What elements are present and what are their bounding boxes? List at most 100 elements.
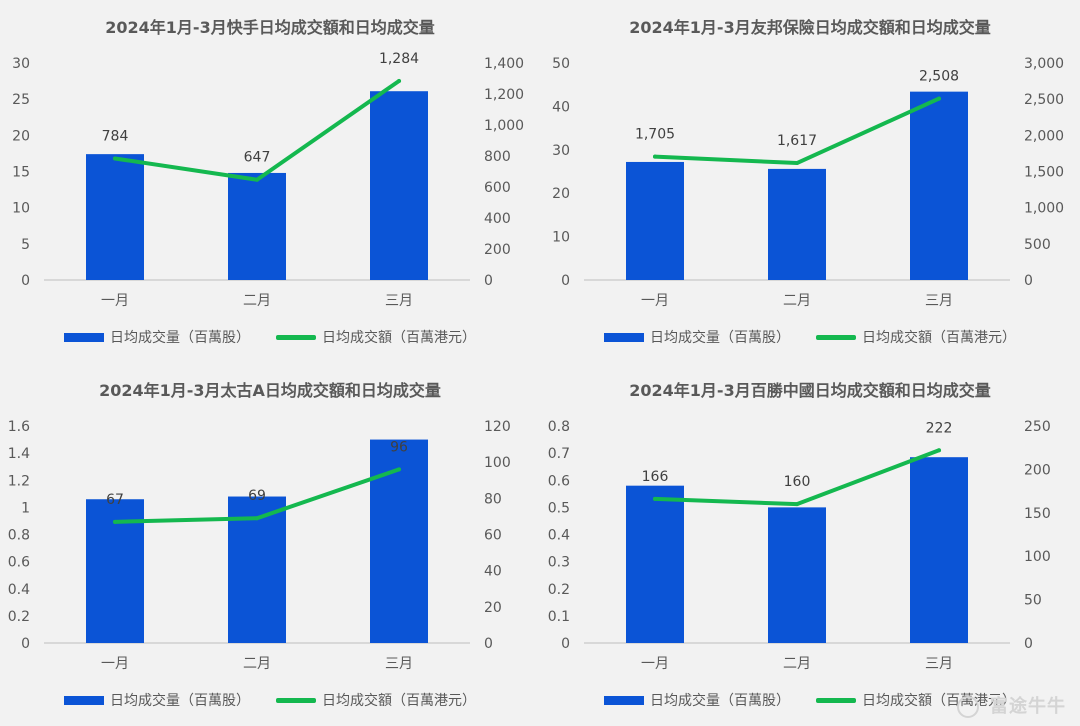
y-right-tick-label: 2,000 [1024,128,1064,144]
y-right-tick-label: 40 [484,564,502,580]
bar-mark [910,457,968,643]
y-right-tick-label: 0 [1024,636,1033,652]
legend-line-swatch [276,334,316,340]
y-left-tick-label: 1.6 [8,419,30,435]
chart-panel-aia: 2024年1月-3月友邦保險日均成交額和日均成交量 0 10 20 30 40 50 0 50… [540,0,1080,363]
y-right-tick-label: 1,000 [484,118,524,134]
bar-mark [228,496,286,643]
chart-panel-swire: 2024年1月-3月太古A日均成交額和日均成交量 0 0.2 0.4 0.6 0.8 1 1… [0,363,540,726]
legend-line-swatch [816,334,856,340]
bar-mark [86,154,144,280]
legend-label: 日均成交額（百萬港元） [322,693,476,709]
y-right-tick-label: 0 [1024,273,1033,289]
y-left-tick-label: 30 [552,143,570,159]
y-left-tick-label: 0.2 [548,582,570,598]
y-right-tick-label: 500 [1024,237,1051,253]
y-right-tick-label: 200 [1024,462,1051,478]
x-tick-label: 一月 [101,656,129,672]
legend-item-volume: 日均成交量（百萬股） [604,327,790,347]
y-left-tick-label: 20 [552,186,570,202]
y-left-tick-label: 0.7 [548,446,570,462]
legend-bar-swatch [64,695,104,705]
data-label: 67 [106,492,124,508]
legend-item-turnover: 日均成交額（百萬港元） [276,690,476,710]
chart-legend: 日均成交量（百萬股） 日均成交額（百萬港元） [0,327,540,347]
legend-label: 日均成交量（百萬股） [650,693,790,709]
y-right-tick-label: 0 [484,636,493,652]
line-series [653,96,941,166]
y-left-tick-label: 5 [21,237,30,253]
y-right-tick-label: 1,000 [1024,201,1064,217]
data-label: 69 [248,488,266,504]
x-tick-label: 三月 [385,293,413,309]
line-point [653,154,657,159]
data-label: 166 [642,469,669,485]
data-label: 222 [926,420,953,436]
y-right-tick-label: 80 [484,491,502,507]
chart-legend: 日均成交量（百萬股） 日均成交額（百萬港元） [0,690,540,710]
y-left-tick-label: 0.8 [8,528,30,544]
data-label: 2,508 [919,69,959,85]
chart-title: 2024年1月-3月快手日均成交額和日均成交量 [105,18,435,37]
x-tick-label: 二月 [243,656,271,672]
line-point [795,502,799,507]
line-point [113,519,117,524]
y-left-tick-label: 0.4 [8,582,30,598]
data-label: 784 [102,128,129,144]
bar-mark [626,485,684,643]
data-label: 96 [390,439,408,455]
data-label: 647 [244,150,271,166]
y-left-tick-label: 10 [552,230,570,246]
y-right-tick-label: 1,500 [1024,165,1064,181]
y-right-tick-label: 800 [484,149,511,165]
chart-panel-kuaishou: 2024年1月-3月快手日均成交額和日均成交量 0 5 10 15 20 25 30 0 200… [0,0,540,363]
y-right-tick-label: 50 [1024,593,1042,609]
y-left-tick-label: 1.4 [8,446,30,462]
watermark-text: 富途牛牛 [990,696,1066,717]
x-tick-label: 三月 [925,293,953,309]
legend-label: 日均成交額（百萬港元） [322,330,476,346]
y-left-tick-label: 0 [21,273,30,289]
y-left-tick-label: 15 [12,165,30,181]
y-left-tick-label: 0.2 [8,609,30,625]
data-label: 1,617 [777,133,817,149]
x-tick-label: 一月 [101,293,129,309]
line-point [397,467,401,472]
chart-title: 2024年1月-3月百勝中國日均成交額和日均成交量 [629,381,991,400]
line-point [937,448,941,453]
y-right-tick-label: 1,400 [484,56,524,72]
x-tick-label: 二月 [783,656,811,672]
legend-line-swatch [816,697,856,703]
legend-item-turnover: 日均成交額（百萬港元） [276,327,476,347]
chart-legend: 日均成交量（百萬股） 日均成交額（百萬港元） [540,327,1080,347]
y-left-tick-label: 1 [21,500,30,516]
y-left-tick-label: 20 [12,128,30,144]
legend-item-volume: 日均成交量（百萬股） [64,690,250,710]
data-label: 1,705 [635,127,675,143]
y-right-tick-label: 2,500 [1024,92,1064,108]
y-left-tick-label: 0.5 [548,500,570,516]
bar-mark [768,507,826,643]
x-tick-label: 二月 [243,293,271,309]
data-label: 1,284 [379,51,419,67]
y-left-tick-label: 0 [21,636,30,652]
line-point [937,96,941,101]
y-right-tick-label: 3,000 [1024,56,1064,72]
y-right-tick-label: 100 [1024,549,1051,565]
bar-mark [370,91,428,281]
bar-mark [910,91,968,280]
chart-svg: 0 5 10 15 20 25 30 0 200 400 600 800 1,000 1,200 1,400… [12,51,524,309]
legend-bar-swatch [604,332,644,342]
legend-item-volume: 日均成交量（百萬股） [64,327,250,347]
chart-panel-yum-china: 2024年1月-3月百勝中國日均成交額和日均成交量 0 0.1 0.2 0.3 0.4 0… [540,363,1080,726]
y-right-tick-label: 1,200 [484,87,524,103]
y-left-tick-label: 25 [12,92,30,108]
y-right-tick-label: 20 [484,600,502,616]
legend-item-volume: 日均成交量（百萬股） [604,690,790,710]
line-point [397,78,401,83]
y-right-tick-label: 150 [1024,506,1051,522]
data-label: 160 [784,474,811,490]
y-right-tick-label: 600 [484,180,511,196]
legend-line-swatch [276,697,316,703]
y-right-tick-label: 120 [484,419,511,435]
